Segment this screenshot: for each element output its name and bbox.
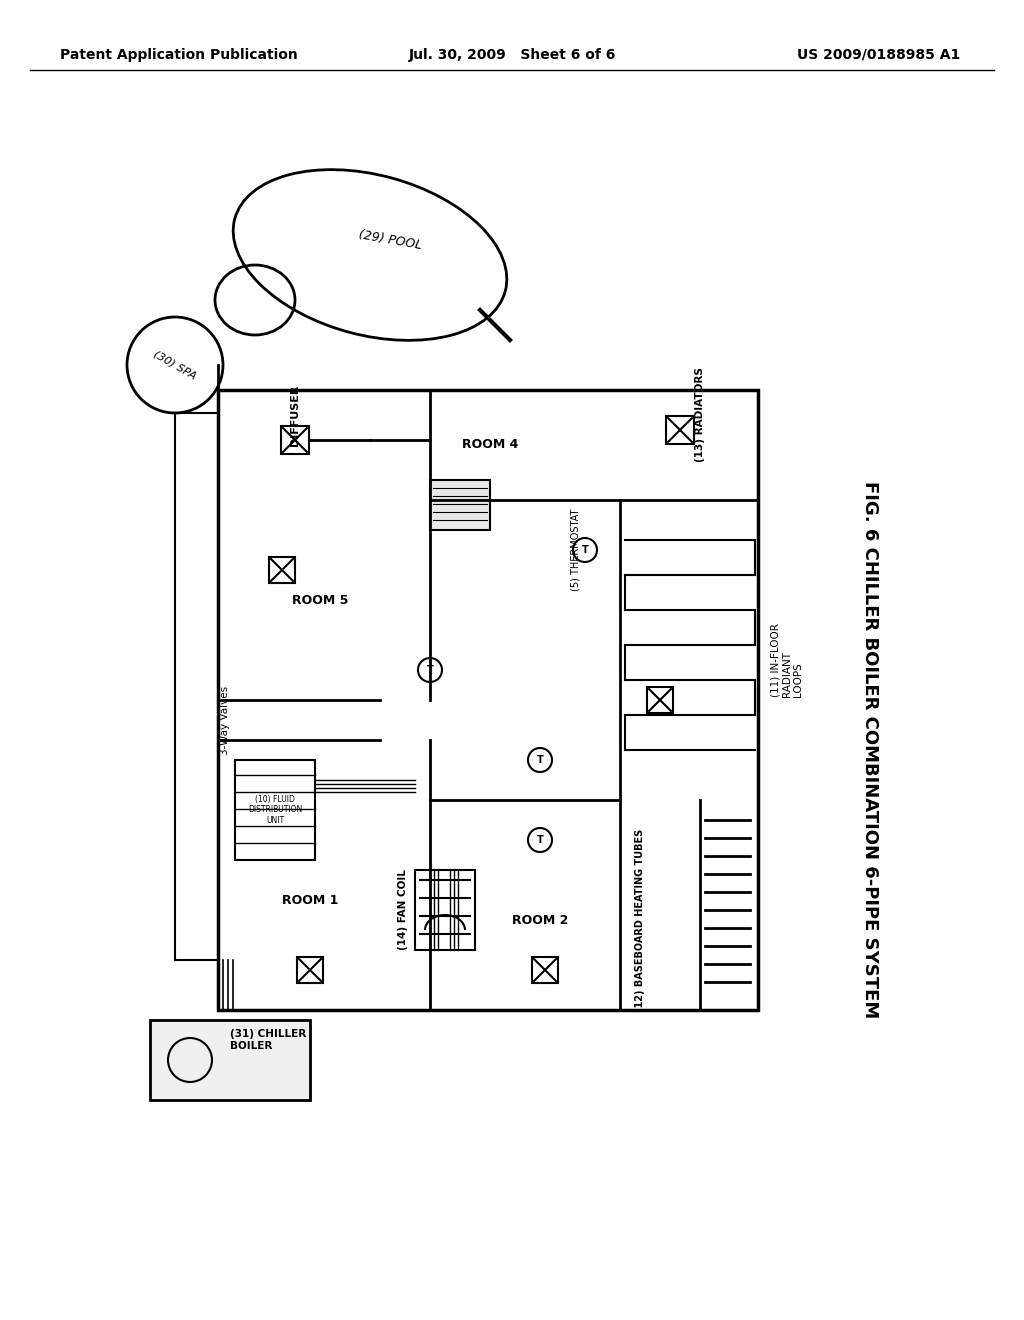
Bar	[218, 389, 758, 1010]
Text: (14) FAN COIL: (14) FAN COIL	[398, 870, 408, 950]
Text: Patent Application Publication: Patent Application Publication	[60, 48, 298, 62]
Text: FIG. 6 CHILLER BOILER COMBINATION 6-PIPE SYSTEM: FIG. 6 CHILLER BOILER COMBINATION 6-PIPE…	[861, 482, 879, 1019]
Text: (10) FLUID
DISTRIBUTION
UNIT: (10) FLUID DISTRIBUTION UNIT	[248, 795, 302, 825]
Bar	[269, 557, 295, 583]
Text: Jul. 30, 2009   Sheet 6 of 6: Jul. 30, 2009 Sheet 6 of 6	[409, 48, 615, 62]
Text: T: T	[537, 755, 544, 766]
Text: (29) POOL: (29) POOL	[357, 228, 423, 252]
Bar	[234, 760, 315, 861]
Text: (30) SPA: (30) SPA	[152, 348, 198, 381]
Bar	[666, 416, 694, 444]
Text: US 2009/0188985 A1: US 2009/0188985 A1	[797, 48, 961, 62]
Text: (11) IN-FLOOR
RADIANT
LOOPS: (11) IN-FLOOR RADIANT LOOPS	[770, 623, 803, 697]
Bar	[532, 957, 558, 983]
Text: DIFFUSER: DIFFUSER	[290, 384, 300, 446]
Text: T: T	[537, 836, 544, 845]
Text: 3-Way Valves: 3-Way Valves	[220, 685, 230, 755]
Text: (13) RADIATORS: (13) RADIATORS	[695, 367, 705, 462]
Text: ROOM 2: ROOM 2	[512, 913, 568, 927]
Bar	[647, 686, 673, 713]
Bar	[430, 480, 490, 531]
Text: T: T	[427, 665, 433, 675]
Bar	[150, 1020, 310, 1100]
Text: ROOM 4: ROOM 4	[462, 438, 518, 451]
Text: ROOM 1: ROOM 1	[282, 894, 338, 907]
Bar	[281, 426, 309, 454]
Text: (5) THERMOSTAT: (5) THERMOSTAT	[570, 508, 580, 591]
Bar	[297, 957, 323, 983]
Bar	[415, 870, 475, 950]
Text: (31) CHILLER
BOILER: (31) CHILLER BOILER	[230, 1030, 306, 1051]
Text: T: T	[582, 545, 589, 554]
Text: ROOM 5: ROOM 5	[292, 594, 348, 606]
Text: (12) BASEBOARD HEATING TUBES: (12) BASEBOARD HEATING TUBES	[635, 829, 645, 1011]
